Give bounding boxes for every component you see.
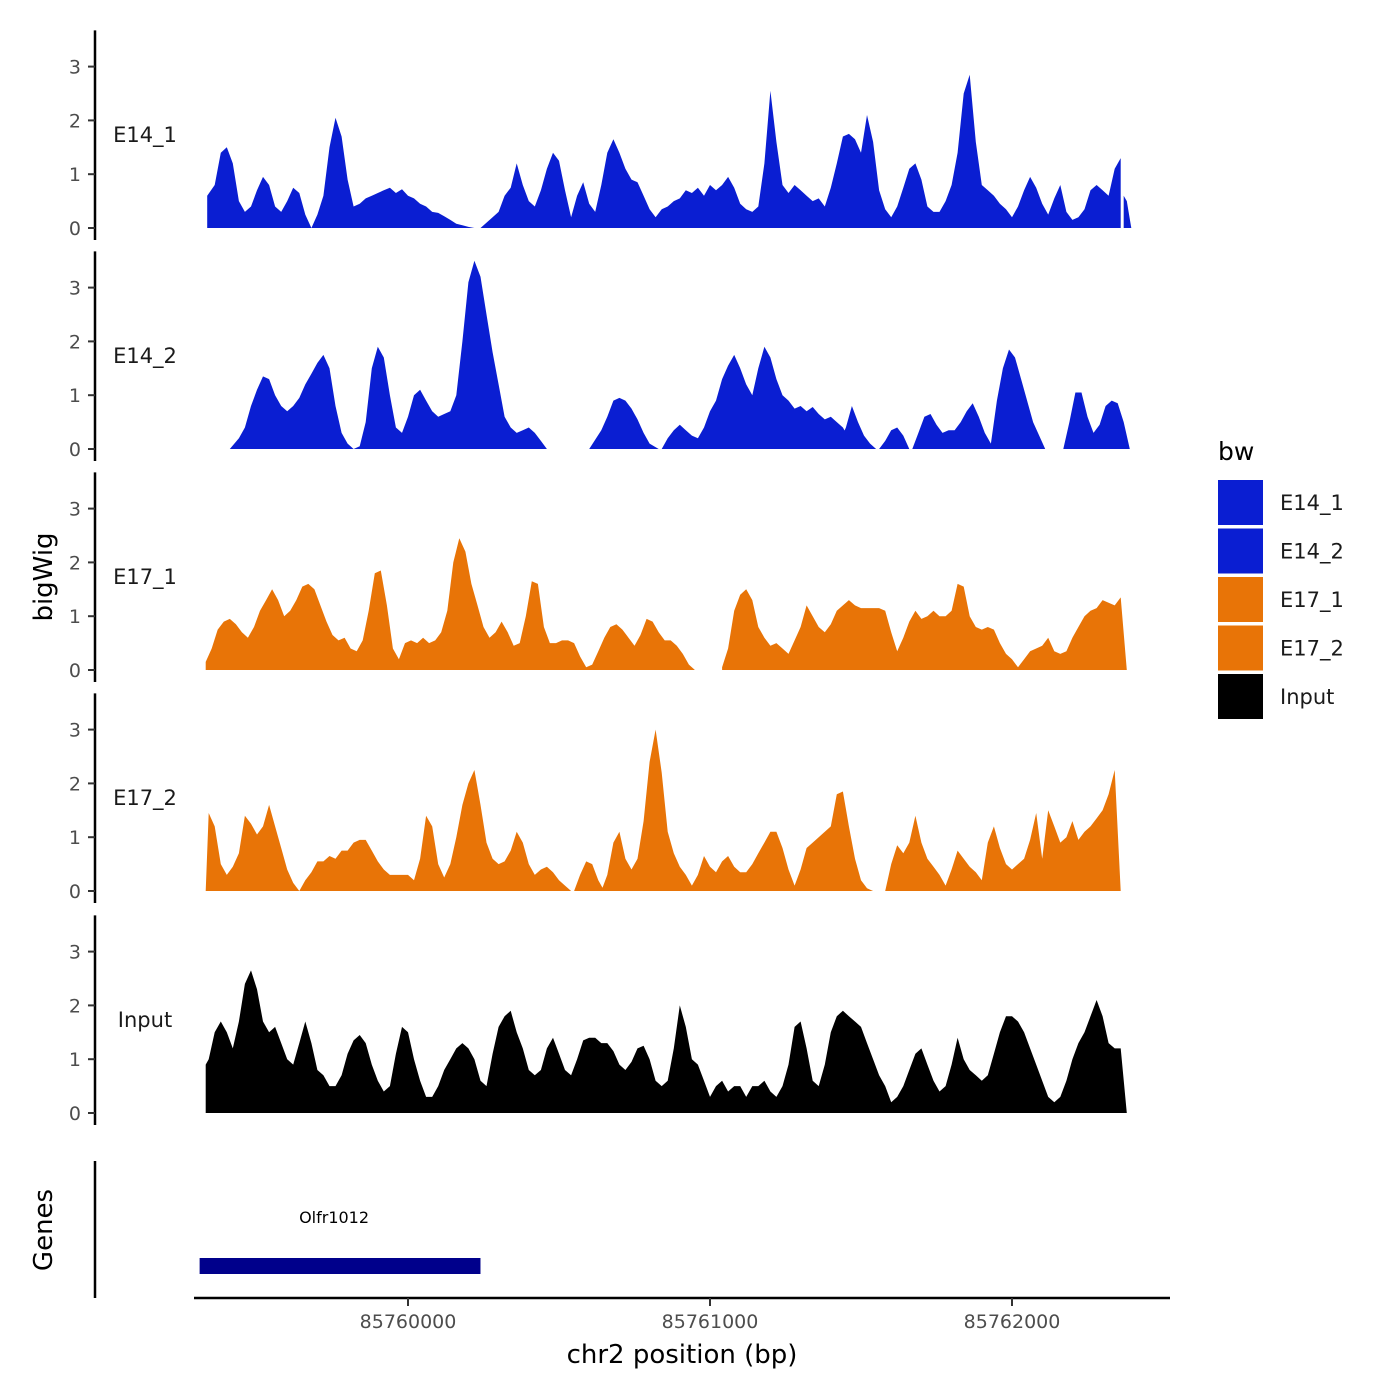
area-E17_2-segment-1 [574, 861, 605, 891]
y-tick-label-E17_2-0: 0 [69, 881, 81, 903]
y-tick-label-E17_1-2: 2 [69, 552, 81, 574]
legend: bw E14_1 E14_2 E17_1 E17_2 Input [1218, 437, 1344, 719]
y-tick-label-Input-2: 2 [69, 995, 81, 1017]
y-tick-label-E14_2-1: 1 [69, 385, 81, 407]
y-tick-label-E14_1-0: 0 [69, 218, 81, 240]
legend-swatch-E14_2 [1218, 528, 1263, 574]
x-tick-label-85761000: 85761000 [662, 1311, 759, 1333]
x-axis: 85760000 85761000 85762000 [360, 1298, 1061, 1333]
area-E14_2-segment-1 [589, 397, 659, 449]
area-E17_1-segment-1 [722, 583, 1127, 670]
y-tick-label-E14_1-1: 1 [69, 164, 81, 186]
y-axis-title: bigWig [29, 532, 59, 621]
x-tick-label-85762000: 85762000 [964, 1311, 1061, 1333]
legend-label-E17_2: E17_2 [1280, 637, 1344, 662]
y-tick-label-E17_2-1: 1 [69, 827, 81, 849]
x-axis-title: chr2 position (bp) [567, 1340, 798, 1370]
y-tick-label-E17_1-3: 3 [69, 499, 81, 521]
area-E14_1-segment-1 [480, 74, 1121, 228]
y-tick-label-Input-1: 1 [69, 1049, 81, 1071]
legend-swatch-E14_1 [1218, 480, 1263, 525]
y-tick-label-E17_2-2: 2 [69, 773, 81, 795]
area-E17_2-segment-2 [601, 729, 874, 891]
area-E14_2-segment-6 [1063, 392, 1130, 449]
legend-swatch-Input [1218, 674, 1263, 719]
y-tick-label-E14_2-3: 3 [69, 278, 81, 300]
genes-track-title: Genes [29, 1189, 59, 1271]
area-Input-segment-0 [205, 970, 1127, 1113]
legend-label-E14_2: E14_2 [1280, 540, 1344, 565]
area-E14_1-segment-2 [1123, 195, 1132, 228]
tracks-group: 0 1 2 3 E14_1 0 1 2 3 E14_2 0 1 2 3 E17_1 0 1 2 3 E17_2 0 1 2 3… [69, 30, 1132, 1125]
track-Input: 0 1 2 3 Input [69, 915, 1127, 1125]
y-tick-label-E17_1-0: 0 [69, 660, 81, 682]
y-tick-label-E17_1-1: 1 [69, 606, 81, 628]
x-tick-label-85760000: 85760000 [360, 1311, 457, 1333]
track-label-E14_2: E14_2 [113, 344, 177, 369]
track-E17_2: 0 1 2 3 E17_2 [69, 693, 1127, 903]
y-tick-label-E14_2-0: 0 [69, 439, 81, 461]
area-E17_1-segment-0 [205, 538, 726, 670]
area-E17_2-segment-0 [205, 770, 602, 891]
track-label-Input: Input [118, 1008, 172, 1032]
gene-label-Olfr1012: Olfr1012 [299, 1208, 369, 1227]
y-tick-label-E17_2-3: 3 [69, 720, 81, 742]
area-E14_1-segment-0 [207, 117, 475, 228]
area-E14_2-segment-4 [879, 427, 910, 449]
legend-label-Input: Input [1280, 685, 1334, 709]
y-tick-label-E14_1-2: 2 [69, 110, 81, 132]
area-E17_2-segment-3 [885, 770, 1127, 891]
legend-label-E17_1: E17_1 [1280, 588, 1344, 613]
area-E14_2-segment-2 [661, 346, 849, 449]
track-E14_2: 0 1 2 3 E14_2 [69, 251, 1130, 461]
track-label-E17_2: E17_2 [113, 786, 177, 811]
y-tick-label-Input-3: 3 [69, 942, 81, 964]
gene-bar-Olfr1012 [199, 1258, 481, 1274]
track-E17_1: 0 1 2 3 E17_1 [69, 472, 1127, 682]
legend-label-E14_1: E14_1 [1280, 491, 1344, 516]
legend-swatch-E17_1 [1218, 577, 1263, 622]
legend-swatch-E17_2 [1218, 625, 1263, 671]
area-E14_2-segment-5 [912, 349, 1046, 449]
track-E14_1: 0 1 2 3 E14_1 [69, 30, 1132, 240]
y-tick-label-E14_2-2: 2 [69, 331, 81, 353]
legend-title: bw [1218, 437, 1254, 466]
area-E14_2-segment-3 [839, 406, 877, 449]
track-label-E14_1: E14_1 [113, 123, 177, 148]
track-label-E17_1: E17_1 [113, 565, 177, 590]
y-tick-label-Input-0: 0 [69, 1103, 81, 1125]
genes-group: Olfr1012 [199, 1208, 481, 1274]
area-E14_2-segment-0 [229, 260, 547, 449]
y-tick-label-E14_1-3: 3 [69, 57, 81, 79]
